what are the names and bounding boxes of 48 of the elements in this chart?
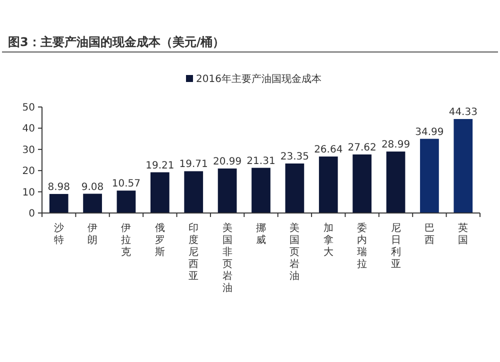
data-label: 9.08 [81, 182, 104, 193]
data-label: 34.99 [415, 126, 444, 138]
bar [150, 172, 170, 213]
x-tick-label: 俄罗斯 [154, 222, 165, 258]
bar [454, 119, 473, 213]
bar [252, 168, 270, 213]
x-tick-label: 挪威 [256, 222, 266, 246]
bar [49, 194, 68, 213]
bar [285, 164, 304, 213]
x-tick-label: 印度尼西亚 [188, 222, 199, 282]
bar [83, 194, 102, 213]
data-label: 19.71 [179, 159, 208, 170]
plot: 8.98 9.08 10.57 19.21 19.71 20.99 21.31 23.35 26.64 27.62 28.99 34.99 44.33 [48, 107, 478, 213]
data-label: 44.33 [448, 107, 478, 118]
data-label: 23.35 [280, 152, 310, 162]
x-tick-label: 加拿大 [323, 222, 334, 258]
x-tick-label: 美国页岩油 [290, 222, 300, 282]
legend: 2016年主要产油国现金成本 [186, 74, 322, 85]
data-label: 28.99 [381, 140, 410, 151]
x-tick-label: 英国 [458, 222, 468, 246]
y-tick-label: 20 [22, 166, 35, 178]
y-tick-label: 30 [22, 144, 35, 156]
chart-title: 图3：主要产油国的现金成本（美元/桶） [8, 35, 225, 49]
bar [184, 171, 204, 213]
x-tick-label: 尼日利亚 [390, 223, 401, 270]
bar [218, 168, 237, 213]
y-tick-label: 0 [28, 208, 35, 220]
data-label: 10.57 [112, 178, 141, 190]
data-label: 8.98 [48, 182, 70, 193]
x-tick-label: 美国非页岩油 [222, 222, 232, 294]
x-tick-label: 伊朗 [88, 223, 98, 246]
x-tick-label: 巴西 [424, 223, 434, 246]
bar [352, 154, 372, 213]
data-label: 19.21 [146, 160, 174, 172]
bar [116, 190, 136, 213]
data-label: 27.62 [348, 142, 376, 154]
x-tick-label: 委内瑞拉 [357, 222, 368, 270]
data-label: 21.31 [246, 156, 276, 167]
y-tick-label: 50 [22, 102, 35, 114]
data-label: 26.64 [314, 144, 343, 156]
y-tick-label: 40 [22, 124, 35, 135]
x-tick-label: 伊拉克 [121, 223, 132, 258]
x-tick-label: 沙特 [54, 222, 64, 246]
y-tick-label: 10 [22, 187, 35, 198]
bar [386, 152, 406, 213]
bar [420, 138, 439, 213]
bar [318, 156, 338, 213]
data-label: 20.99 [212, 156, 242, 168]
